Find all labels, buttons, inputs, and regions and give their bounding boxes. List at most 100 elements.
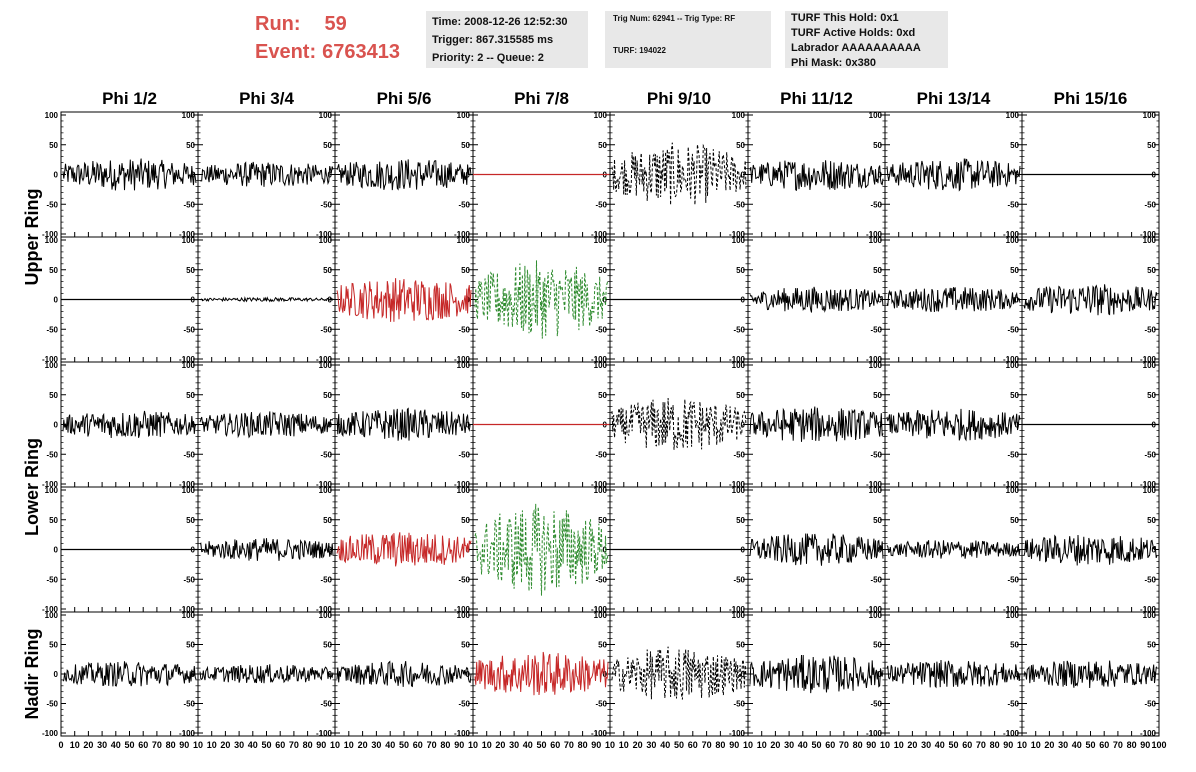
y-tick-label: -50	[320, 450, 332, 459]
y-tick-label: 100	[594, 611, 608, 620]
y-tick-label: -100	[1140, 480, 1157, 489]
x-tick-label: 10	[193, 740, 203, 750]
x-tick-label: 40	[660, 740, 670, 750]
row-label: Upper Ring	[22, 189, 42, 286]
waveform-trace	[62, 410, 197, 439]
y-tick-label: 100	[1143, 611, 1157, 620]
y-tick-label: -100	[591, 230, 608, 239]
y-tick-label: 100	[594, 486, 608, 495]
y-tick-label: 50	[49, 266, 58, 275]
x-tick-label: 70	[1113, 740, 1123, 750]
y-tick-label: -50	[46, 450, 58, 459]
y-tick-label: 0	[328, 171, 333, 180]
y-tick-label: 50	[186, 141, 195, 150]
x-tick-label: 10	[743, 740, 753, 750]
y-tick-label: 50	[1010, 516, 1019, 525]
y-tick-label: -50	[870, 200, 882, 209]
trigger-line: Trigger: 867.315585 ms	[432, 34, 554, 46]
time-line: Time: 2008-12-26 12:52:30	[432, 16, 568, 28]
column-header: Phi 5/6	[377, 89, 432, 108]
priority-line: Priority: 2 -- Queue: 2	[432, 52, 544, 64]
x-tick-label: 30	[97, 740, 107, 750]
x-tick-label: 50	[261, 740, 271, 750]
run-label: Run:	[255, 13, 301, 35]
y-tick-label: 100	[732, 611, 746, 620]
y-tick-label: -100	[866, 480, 883, 489]
y-tick-label: -50	[320, 700, 332, 709]
x-tick-label: 50	[536, 740, 546, 750]
y-tick-label: 100	[594, 361, 608, 370]
waveform-trace	[886, 540, 1021, 559]
y-tick-label: 100	[869, 236, 883, 245]
y-tick-label: 50	[1010, 391, 1019, 400]
y-tick-label: -50	[458, 450, 470, 459]
phimask-line: Phi Mask: 0x380	[791, 57, 876, 69]
event-label: Event:	[255, 41, 317, 63]
y-tick-label: 0	[1152, 546, 1157, 555]
y-tick-label: 0	[741, 171, 746, 180]
turf-info-box: TURF This Hold: 0x1 TURF Active Holds: 0…	[785, 11, 948, 69]
y-tick-label: -50	[1144, 450, 1156, 459]
y-tick-label: -100	[1140, 729, 1157, 738]
y-tick-label: -100	[866, 605, 883, 614]
turf-hold-line: TURF This Hold: 0x1	[791, 12, 899, 24]
y-tick-label: 50	[461, 391, 470, 400]
panel-frame	[884, 611, 1023, 737]
y-tick-label: -100	[42, 729, 59, 738]
y-tick-label: 100	[1006, 111, 1020, 120]
column-header: Phi 7/8	[514, 89, 569, 108]
y-tick-label: 100	[732, 486, 746, 495]
y-tick-label: 0	[1152, 296, 1157, 305]
waveform-trace	[1023, 534, 1158, 566]
y-tick-label: 100	[457, 486, 471, 495]
y-tick-label: -100	[179, 480, 196, 489]
waveform-trace	[336, 532, 472, 567]
y-tick-label: -100	[729, 729, 746, 738]
x-tick-label: 10	[207, 740, 217, 750]
y-tick-label: 50	[186, 266, 195, 275]
x-tick-label: 80	[303, 740, 313, 750]
x-tick-label: 90	[179, 740, 189, 750]
waveform-trace	[749, 160, 884, 191]
x-tick-label: 20	[495, 740, 505, 750]
row-label: Nadir Ring	[22, 628, 42, 719]
y-tick-label: 50	[49, 391, 58, 400]
waveform-trace	[62, 158, 197, 191]
y-tick-label: -100	[866, 230, 883, 239]
x-tick-label: 80	[166, 740, 176, 750]
y-tick-label: -50	[733, 575, 745, 584]
y-tick-label: 50	[1147, 391, 1156, 400]
y-tick-label: -100	[1140, 230, 1157, 239]
x-tick-label: 40	[1072, 740, 1082, 750]
x-tick-label: 20	[358, 740, 368, 750]
y-tick-label: -50	[595, 700, 607, 709]
waveform-trace	[749, 533, 884, 566]
x-tick-label: 30	[509, 740, 519, 750]
x-tick-label: 40	[248, 740, 258, 750]
y-tick-label: -50	[46, 325, 58, 334]
x-tick-label: 90	[866, 740, 876, 750]
waveform-trace	[474, 651, 609, 696]
y-tick-label: 100	[45, 486, 59, 495]
y-tick-label: -50	[458, 575, 470, 584]
x-tick-label: 60	[413, 740, 423, 750]
column-header: Phi 15/16	[1054, 89, 1128, 108]
y-tick-label: 50	[598, 641, 607, 650]
y-tick-label: -50	[1007, 200, 1019, 209]
panel-frame	[609, 611, 749, 737]
y-tick-label: -100	[729, 605, 746, 614]
y-tick-label: 100	[869, 611, 883, 620]
